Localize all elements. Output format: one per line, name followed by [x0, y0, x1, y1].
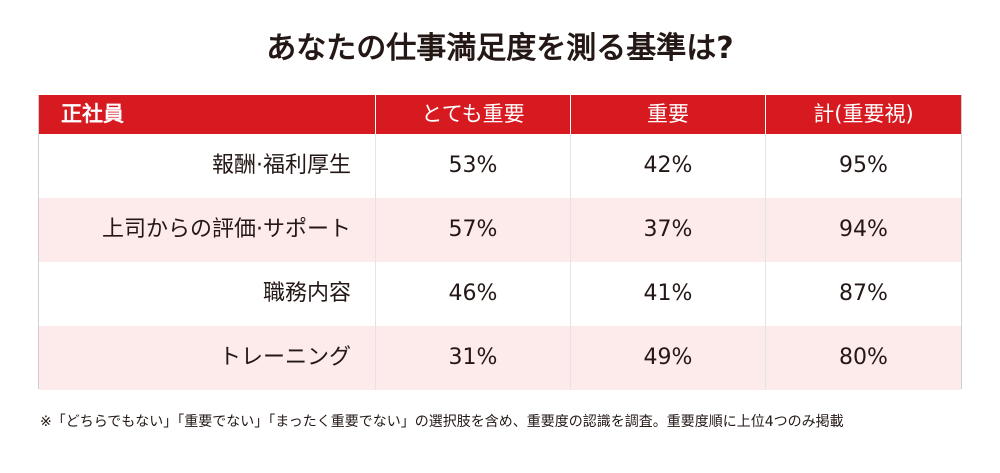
value-cell: 37%	[570, 198, 765, 262]
value-cell: 57%	[375, 198, 570, 262]
row-label: 上司からの評価·サポート	[102, 217, 351, 242]
row-label: トレーニング	[218, 345, 351, 370]
row-label: 職務内容	[262, 281, 351, 306]
value-cell: 87%	[765, 262, 961, 326]
table-row: 上司からの評価·サポート 57% 37% 94%	[39, 198, 961, 262]
header-cell-very-important: とても重要	[375, 95, 570, 134]
table-row: 報酬·福利厚生 53% 42% 95%	[39, 134, 961, 198]
footnote: ※「どちらでもない」「重要でない」「まったく重要でない」の選択肢を含め、重要度の…	[40, 414, 844, 430]
value-cell: 46%	[375, 262, 570, 326]
table-body: 報酬·福利厚生 53% 42% 95% 上司からの評価·サポート 57% 37%…	[39, 134, 961, 390]
data-table: 正社員 とても重要 重要 計(重要視) 報酬·福利厚生 53% 42% 95% …	[38, 95, 962, 390]
value-cell: 49%	[570, 326, 765, 390]
value-cell: 31%	[375, 326, 570, 390]
table-header: 正社員 とても重要 重要 計(重要視)	[39, 95, 961, 134]
value-cell: 94%	[765, 198, 961, 262]
value-cell: 95%	[765, 134, 961, 198]
table-row: トレーニング 31% 49% 80%	[39, 326, 961, 390]
header-cell-category: 正社員	[61, 102, 124, 126]
row-label: 報酬·福利厚生	[212, 153, 351, 178]
header-cell-total: 計(重要視)	[765, 95, 961, 134]
value-cell: 42%	[570, 134, 765, 198]
value-cell: 53%	[375, 134, 570, 198]
table-row: 職務内容 46% 41% 87%	[39, 262, 961, 326]
value-cell: 41%	[570, 262, 765, 326]
header-cell-important: 重要	[570, 95, 765, 134]
chart-title: あなたの仕事満足度を測る基準は?	[266, 31, 734, 66]
value-cell: 80%	[765, 326, 961, 390]
